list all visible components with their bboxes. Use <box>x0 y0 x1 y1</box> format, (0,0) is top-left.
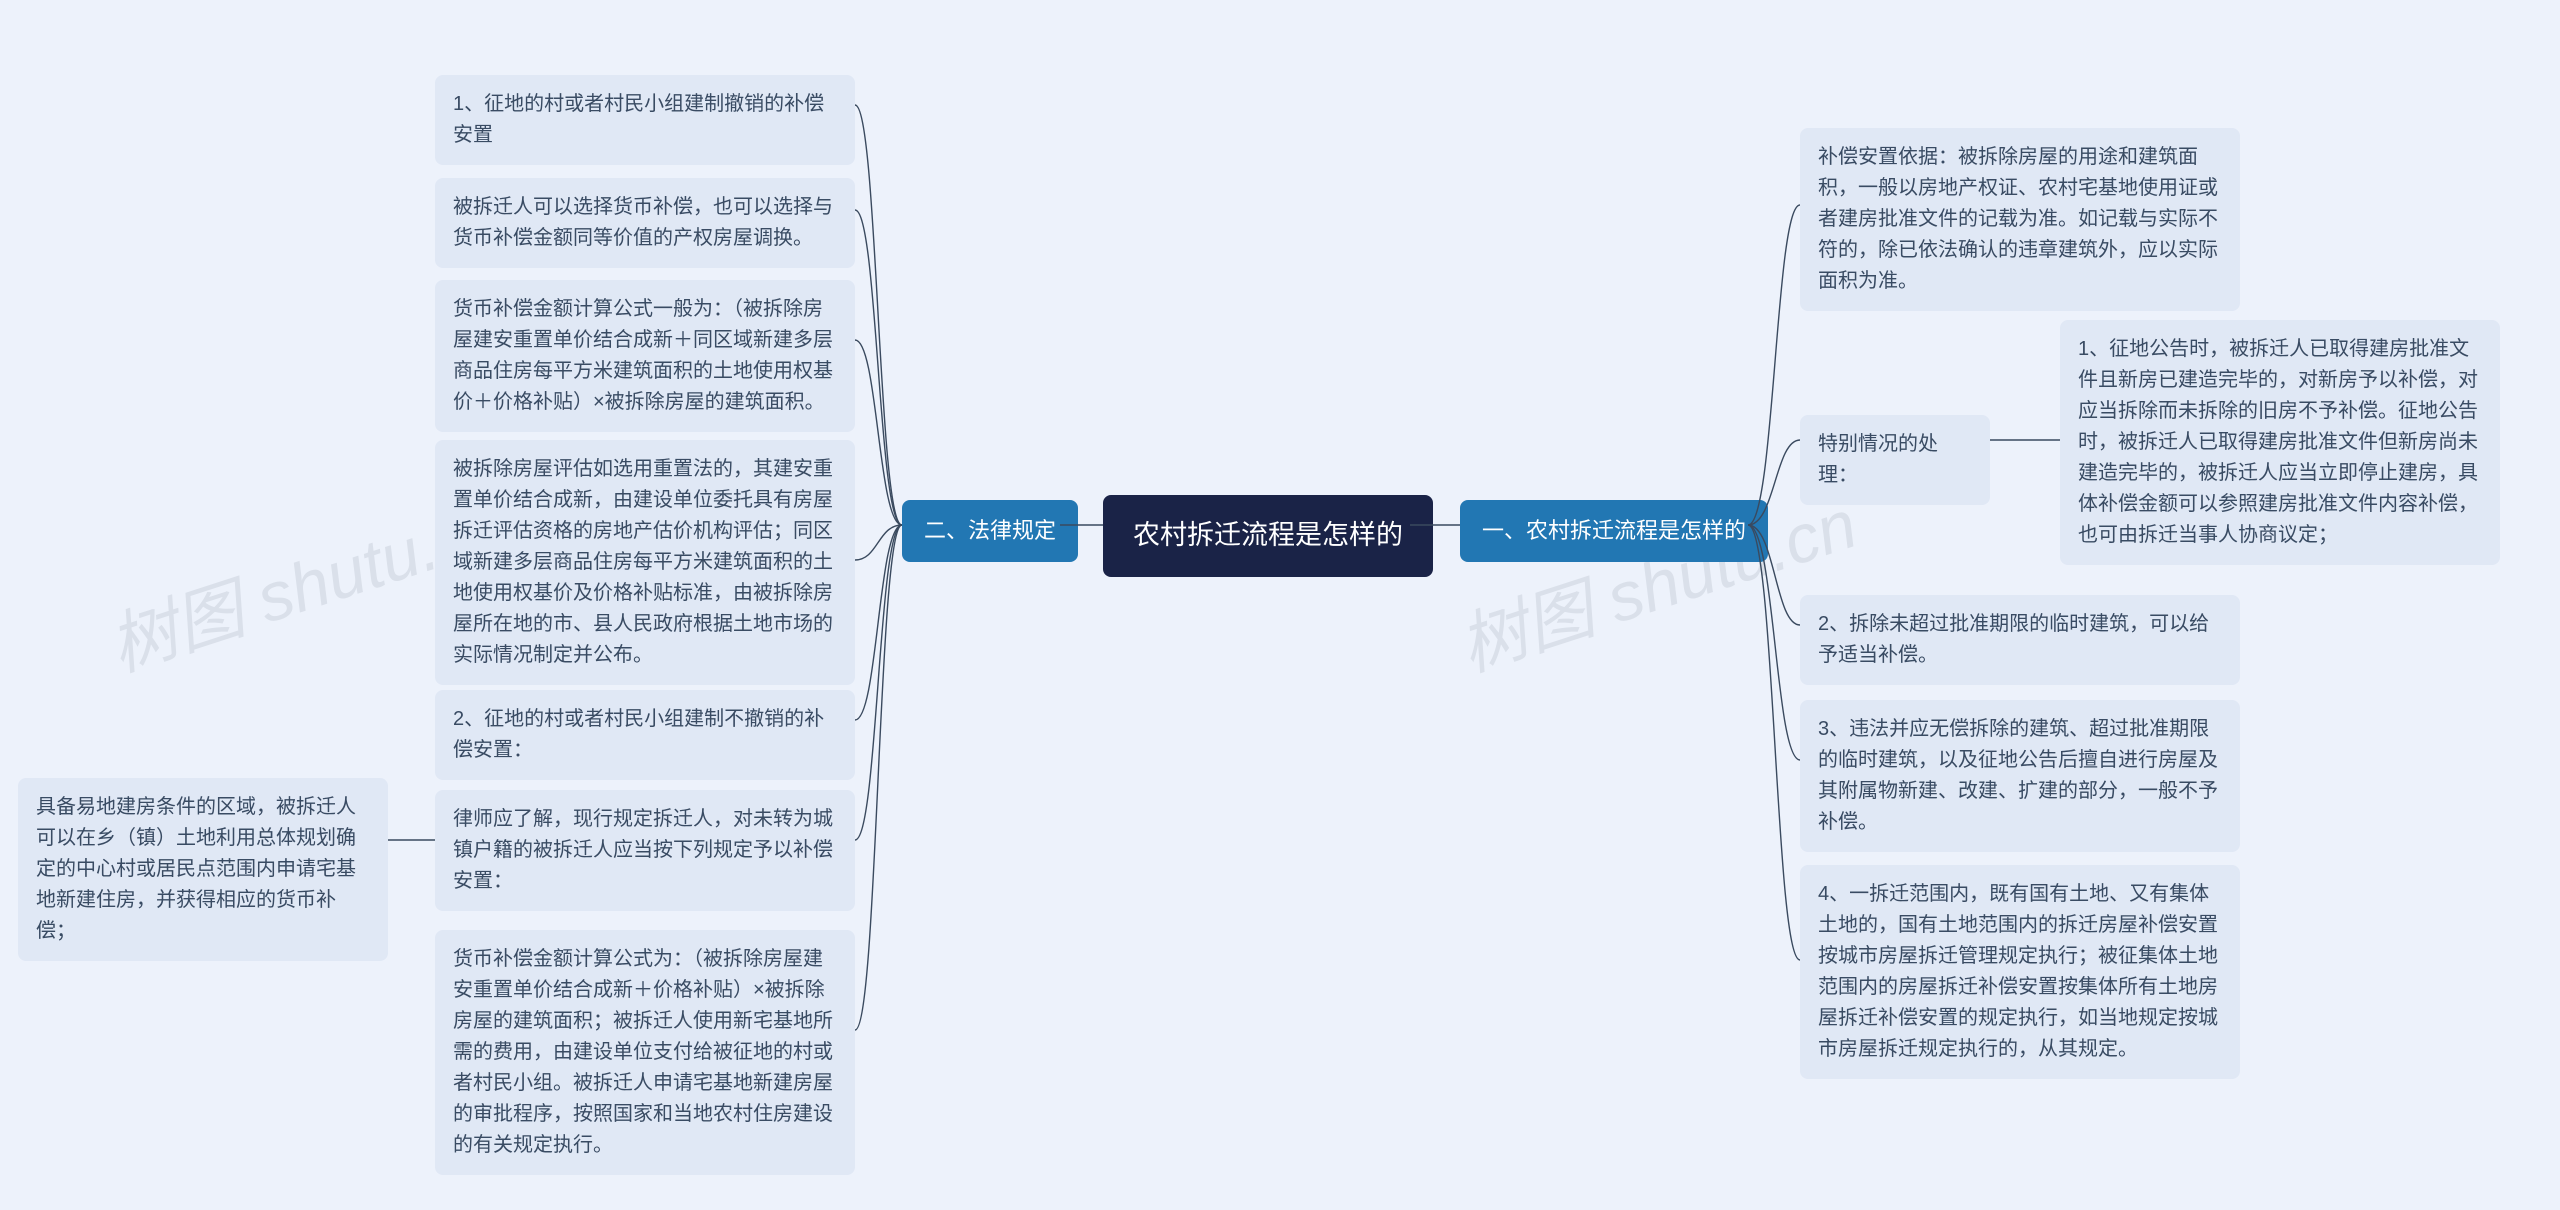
leaf-l1: 1、征地的村或者村民小组建制撤销的补偿安置 <box>435 75 855 165</box>
leaf-l7: 货币补偿金额计算公式为：（被拆除房屋建安重置单价结合成新＋价格补贴）×被拆除房屋… <box>435 930 855 1175</box>
leaf-l3: 货币补偿金额计算公式一般为：（被拆除房屋建安重置单价结合成新＋同区域新建多层商品… <box>435 280 855 432</box>
leaf-l5: 2、征地的村或者村民小组建制不撤销的补偿安置： <box>435 690 855 780</box>
leaf-r2-1: 1、征地公告时，被拆迁人已取得建房批准文件且新房已建造完毕的，对新房予以补偿，对… <box>2060 320 2500 565</box>
leaf-r2: 特别情况的处理： <box>1800 415 1990 505</box>
leaf-l6-1: 具备易地建房条件的区域，被拆迁人可以在乡（镇）土地利用总体规划确定的中心村或居民… <box>18 778 388 961</box>
leaf-r5: 4、一拆迁范围内，既有国有土地、又有集体土地的，国有土地范围内的拆迁房屋补偿安置… <box>1800 865 2240 1079</box>
leaf-l4: 被拆除房屋评估如选用重置法的，其建安重置单价结合成新，由建设单位委托具有房屋拆迁… <box>435 440 855 685</box>
branch-right[interactable]: 一、农村拆迁流程是怎样的 <box>1460 500 1768 562</box>
leaf-l2: 被拆迁人可以选择货币补偿，也可以选择与货币补偿金额同等价值的产权房屋调换。 <box>435 178 855 268</box>
leaf-r4: 3、违法并应无偿拆除的建筑、超过批准期限的临时建筑，以及征地公告后擅自进行房屋及… <box>1800 700 2240 852</box>
root-node[interactable]: 农村拆迁流程是怎样的 <box>1103 495 1433 577</box>
leaf-r1: 补偿安置依据：被拆除房屋的用途和建筑面积，一般以房地产权证、农村宅基地使用证或者… <box>1800 128 2240 311</box>
branch-left[interactable]: 二、法律规定 <box>902 500 1078 562</box>
leaf-l6: 律师应了解，现行规定拆迁人，对未转为城镇户籍的被拆迁人应当按下列规定予以补偿安置… <box>435 790 855 911</box>
leaf-r3: 2、拆除未超过批准期限的临时建筑，可以给予适当补偿。 <box>1800 595 2240 685</box>
